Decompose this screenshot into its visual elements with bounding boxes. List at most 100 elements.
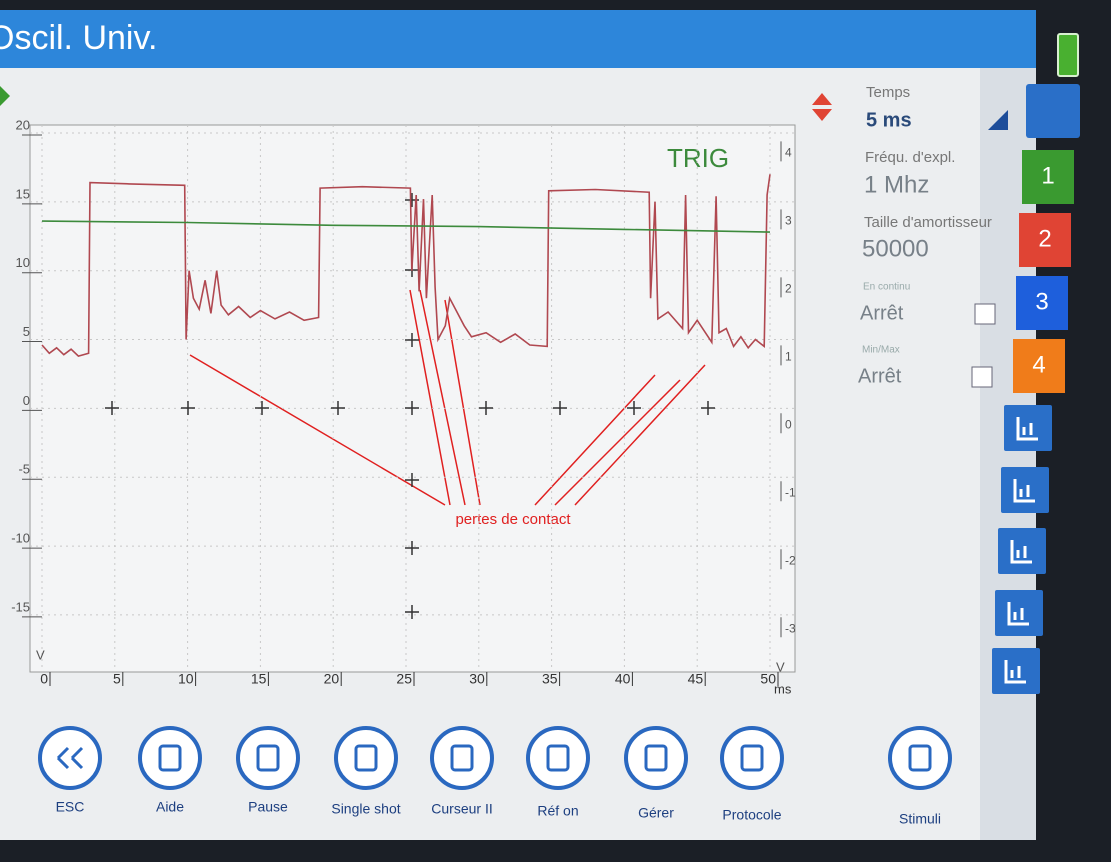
checkbox[interactable] xyxy=(974,303,996,325)
y2-tick-label: -2 xyxy=(785,553,796,567)
toolbar-label: ESC xyxy=(56,799,85,815)
cross-marker xyxy=(105,401,119,415)
toolbar-button[interactable] xyxy=(430,726,494,790)
toolbar-glyph xyxy=(158,744,182,772)
channel-label: 1 xyxy=(1041,162,1054,189)
y-tick-label: 20 xyxy=(16,117,30,132)
app-title: Oscil. Univ. xyxy=(0,19,157,57)
y2-tick-label: 4 xyxy=(785,146,792,160)
toolbar-label: Gérer xyxy=(638,805,674,821)
y2-tick-label: 1 xyxy=(785,349,792,363)
checkbox[interactable] xyxy=(971,366,993,388)
trace xyxy=(41,174,771,357)
x-unit: ms xyxy=(774,681,792,696)
settings-panel: Temps 5 ms Fréqu. d'expl. 1 Mhz Taille d'amo… xyxy=(858,84,1080,694)
setting-label: Min/Max xyxy=(862,345,900,356)
y-tick-label: 10 xyxy=(16,255,30,270)
dropdown[interactable] xyxy=(988,110,1008,130)
toolbar-button[interactable] xyxy=(526,726,590,790)
x-tick-label: 50 xyxy=(760,671,776,687)
y2-tick-label: 2 xyxy=(785,282,792,296)
trace xyxy=(41,220,771,233)
cross-marker xyxy=(627,401,641,415)
cross-marker xyxy=(255,401,269,415)
setting-value: Arrêt xyxy=(860,302,904,324)
channel-label: 2 xyxy=(1038,225,1051,252)
cross-marker xyxy=(405,605,419,619)
cross-marker xyxy=(553,401,567,415)
tool-button[interactable] xyxy=(992,648,1040,694)
cross-marker xyxy=(405,541,419,555)
y2-tick-label: 0 xyxy=(785,417,792,431)
setting-value: 5 ms xyxy=(866,109,912,131)
toolbar-label: Stimuli xyxy=(899,811,941,827)
tool-icon xyxy=(1016,417,1038,441)
annotation-lines xyxy=(189,289,706,506)
title-bar xyxy=(0,10,1036,68)
cross-marker xyxy=(701,401,715,415)
toolbar-label: Pause xyxy=(248,799,288,815)
channel-button[interactable] xyxy=(1019,213,1071,267)
y-tick-label: -5 xyxy=(18,462,30,477)
cross-marker xyxy=(405,473,419,487)
tool-button[interactable] xyxy=(995,590,1043,636)
channel-label: 3 xyxy=(1035,288,1048,315)
toolbar-glyph xyxy=(644,744,668,772)
toolbar-button[interactable] xyxy=(236,726,300,790)
x-tick-label: 45 xyxy=(688,671,704,687)
tool-button[interactable] xyxy=(1004,405,1052,451)
y-tick-label: 0 xyxy=(23,393,30,408)
plot: 0 5 10 15 20 25 30 35 40 45 50ms20151050-5-10-15V4… xyxy=(11,117,796,696)
trigger-marker xyxy=(812,93,832,121)
toolbar-label: Aide xyxy=(156,799,184,815)
toolbar-label: Protocole xyxy=(722,807,781,823)
cross-marker xyxy=(331,401,345,415)
toolbar-button[interactable] xyxy=(138,726,202,790)
marker-left xyxy=(0,86,10,106)
cross-marker xyxy=(479,401,493,415)
toolbar-glyph xyxy=(450,744,474,772)
channel-button[interactable] xyxy=(1013,339,1065,393)
y-tick-label: 5 xyxy=(23,324,30,339)
toolbar-button[interactable] xyxy=(334,726,398,790)
setting-label: Taille d'amortisseur xyxy=(864,214,992,231)
toolbar-button[interactable] xyxy=(720,726,784,790)
toolbar-label: Curseur II xyxy=(431,801,492,817)
trig-label: TRIG xyxy=(667,143,729,173)
channel-button[interactable] xyxy=(1022,150,1074,204)
battery xyxy=(1057,33,1079,77)
toolbar-glyph xyxy=(740,744,764,772)
toolbar-button[interactable] xyxy=(888,726,952,790)
cross-marker xyxy=(405,333,419,347)
tool-icon xyxy=(1007,602,1029,626)
toolbar-glyph xyxy=(256,744,280,772)
setting-label: Temps xyxy=(866,84,910,101)
x-tick-label: 40 xyxy=(615,671,631,687)
setting-value: Arrêt xyxy=(858,365,902,387)
setting-value: 50000 xyxy=(862,235,929,262)
settings-button[interactable] xyxy=(1026,84,1080,138)
toolbar-icon xyxy=(56,746,84,770)
setting-label: En continu xyxy=(863,282,910,293)
y-tick-label: -10 xyxy=(11,531,30,546)
toolbar-glyph xyxy=(908,744,932,772)
tool-button[interactable] xyxy=(1001,467,1049,513)
plot-area xyxy=(29,124,796,673)
y-tick-label: -15 xyxy=(11,599,30,614)
annotation: pertes de contact xyxy=(455,511,571,528)
x-tick-label: 5 xyxy=(113,671,121,687)
channel-button[interactable] xyxy=(1016,276,1068,330)
tool-button[interactable] xyxy=(998,528,1046,574)
y-tick-label: 15 xyxy=(16,186,30,201)
toolbar-button[interactable] xyxy=(38,726,102,790)
channel-label: 4 xyxy=(1032,351,1045,378)
y2-unit: V xyxy=(776,659,785,674)
setting-label: Fréqu. d'expl. xyxy=(865,149,955,166)
toolbar-button[interactable] xyxy=(624,726,688,790)
x-tick-label: 35 xyxy=(542,671,558,687)
y2-tick-label: -1 xyxy=(785,485,796,499)
tool-icon xyxy=(1013,479,1035,503)
